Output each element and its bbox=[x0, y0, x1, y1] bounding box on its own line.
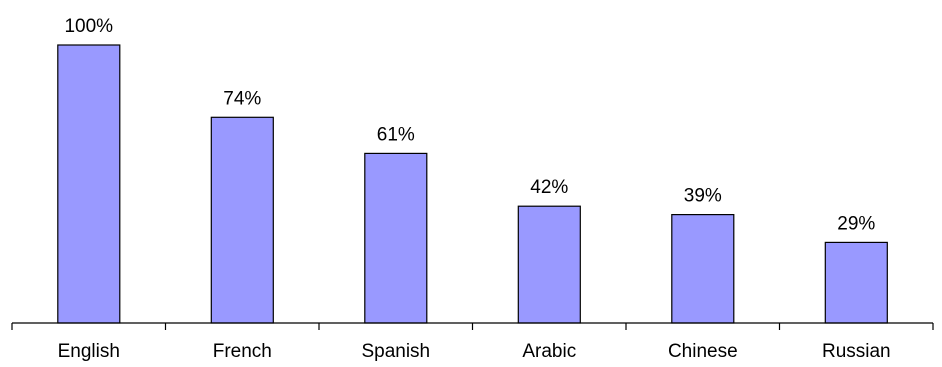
data-label-english: 100% bbox=[64, 16, 113, 37]
category-label-russian: Russian bbox=[822, 341, 891, 362]
category-labels-group: English French Spanish Arabic Chinese Russian bbox=[58, 341, 891, 362]
bar-russian bbox=[824, 241, 888, 324]
category-label-english: English bbox=[58, 341, 120, 362]
category-label-chinese: Chinese bbox=[668, 341, 738, 362]
bar-french bbox=[210, 116, 274, 324]
bar-arabic bbox=[517, 205, 581, 324]
x-axis-ticks bbox=[11, 323, 934, 330]
bar-english bbox=[57, 44, 121, 324]
data-label-french: 74% bbox=[223, 88, 261, 109]
bars-group bbox=[57, 44, 888, 324]
category-label-arabic: Arabic bbox=[522, 341, 576, 362]
bar-spanish bbox=[364, 152, 428, 324]
data-label-russian: 29% bbox=[837, 213, 875, 234]
category-label-french: French bbox=[213, 341, 272, 362]
category-label-spanish: Spanish bbox=[361, 341, 430, 362]
data-label-spanish: 61% bbox=[377, 124, 415, 145]
data-label-chinese: 39% bbox=[684, 186, 722, 207]
data-label-arabic: 42% bbox=[530, 177, 568, 198]
data-labels-group: 100% 74% 61% 42% 39% 29% bbox=[64, 16, 875, 234]
bar-chinese bbox=[671, 214, 735, 324]
